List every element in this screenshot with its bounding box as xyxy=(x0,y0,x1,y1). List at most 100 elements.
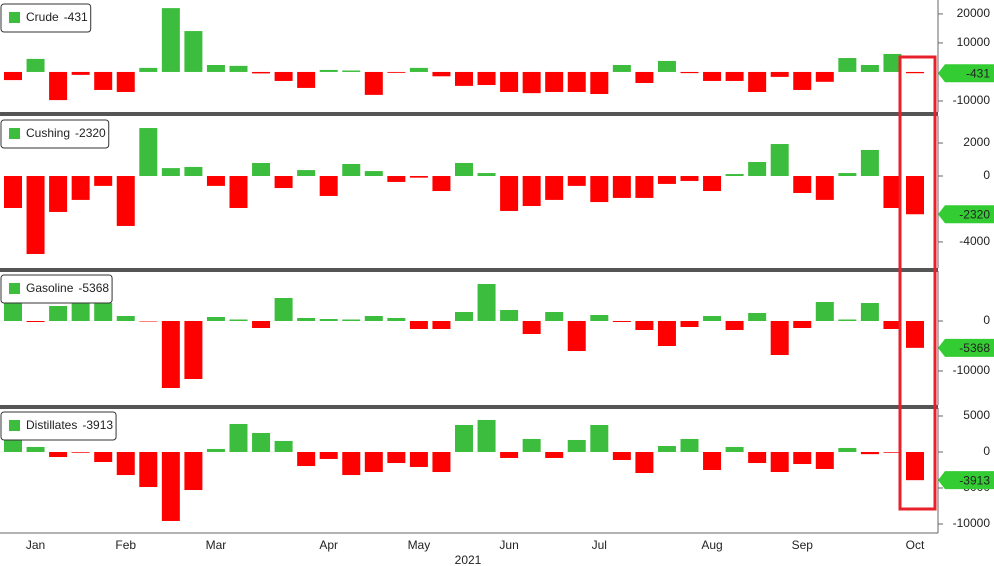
bar xyxy=(906,71,924,74)
panel-separator xyxy=(0,268,938,272)
bar xyxy=(545,176,564,200)
x-tick-label: May xyxy=(408,538,431,552)
bar xyxy=(342,70,361,72)
bar xyxy=(567,176,586,186)
bar xyxy=(455,312,473,321)
bar xyxy=(342,319,361,321)
bar xyxy=(567,71,586,92)
bar xyxy=(4,437,22,452)
bar xyxy=(680,321,699,327)
bar xyxy=(770,144,789,177)
legend-entry: Cushing -2320 xyxy=(26,126,106,140)
bar xyxy=(455,71,473,86)
bar xyxy=(500,176,519,211)
bar xyxy=(748,451,767,464)
x-tick-label: Jan xyxy=(26,538,45,552)
bar xyxy=(612,64,631,72)
y-tick-label: -10000 xyxy=(953,363,991,377)
bar xyxy=(364,171,383,177)
bar xyxy=(432,451,451,473)
bar xyxy=(26,176,45,254)
x-tick-label: Sep xyxy=(792,538,814,552)
bar xyxy=(364,316,383,321)
bar xyxy=(680,438,699,452)
bar xyxy=(319,69,338,72)
bar xyxy=(4,303,22,321)
bar xyxy=(748,71,767,92)
bar xyxy=(477,419,496,452)
legend-box xyxy=(0,411,117,441)
bar xyxy=(297,170,316,177)
bar xyxy=(432,321,451,329)
bar xyxy=(522,438,541,452)
bar xyxy=(342,163,361,177)
bar xyxy=(838,447,857,452)
bar xyxy=(703,451,722,470)
bar xyxy=(522,71,541,94)
bar xyxy=(500,310,519,321)
legend-value: -3913 xyxy=(82,418,113,432)
bar xyxy=(770,451,789,473)
bar xyxy=(860,149,879,177)
bar xyxy=(342,451,361,476)
value-marker xyxy=(938,471,994,490)
bar xyxy=(545,451,564,458)
bar xyxy=(883,53,902,72)
value-marker xyxy=(938,205,994,224)
bar xyxy=(703,176,722,192)
legend-value: -2320 xyxy=(75,126,106,140)
value-marker-label: -5368 xyxy=(959,341,990,355)
bar xyxy=(229,319,248,321)
bar xyxy=(748,313,767,321)
legend-swatch xyxy=(9,420,20,431)
bar xyxy=(432,176,451,192)
bar xyxy=(49,451,68,458)
legend-value: -431 xyxy=(64,10,88,24)
bar xyxy=(793,321,812,328)
legend-value: -5368 xyxy=(78,281,109,295)
bar xyxy=(838,319,857,321)
bar xyxy=(252,71,271,74)
y-tick-label: -10000 xyxy=(953,516,991,530)
legend-name: Cushing xyxy=(26,126,70,140)
bar xyxy=(139,67,158,72)
bar xyxy=(116,451,135,476)
bar xyxy=(883,321,902,329)
panel-separator xyxy=(0,112,938,116)
bar xyxy=(635,176,654,198)
x-tick-label: Oct xyxy=(906,538,925,552)
bar xyxy=(161,8,180,72)
bar xyxy=(161,451,180,521)
bar xyxy=(387,318,406,321)
bar xyxy=(184,451,203,491)
bar xyxy=(590,71,609,95)
bar xyxy=(590,176,609,203)
x-tick-label: Mar xyxy=(206,538,227,552)
bar xyxy=(770,321,789,355)
bar xyxy=(612,321,631,322)
bar xyxy=(94,451,113,463)
bar xyxy=(409,451,428,467)
x-tick-label: Aug xyxy=(701,538,722,552)
bar xyxy=(725,174,744,177)
bar xyxy=(409,321,428,329)
legend-entry: Crude -431 xyxy=(26,10,88,24)
bar xyxy=(455,424,473,452)
bar xyxy=(815,71,834,82)
y-tick-label: 20000 xyxy=(957,6,991,20)
bar xyxy=(49,306,68,321)
y-tick-label: -4000 xyxy=(959,234,990,248)
bar xyxy=(26,321,45,322)
bar xyxy=(906,321,924,348)
bar xyxy=(387,176,406,182)
bar xyxy=(500,451,519,458)
legend-box xyxy=(0,119,110,149)
bar xyxy=(252,321,271,328)
bar xyxy=(838,173,857,177)
bar xyxy=(860,64,879,72)
bar xyxy=(612,451,631,460)
bar xyxy=(206,448,225,452)
bar xyxy=(883,176,902,208)
bar xyxy=(274,176,293,189)
